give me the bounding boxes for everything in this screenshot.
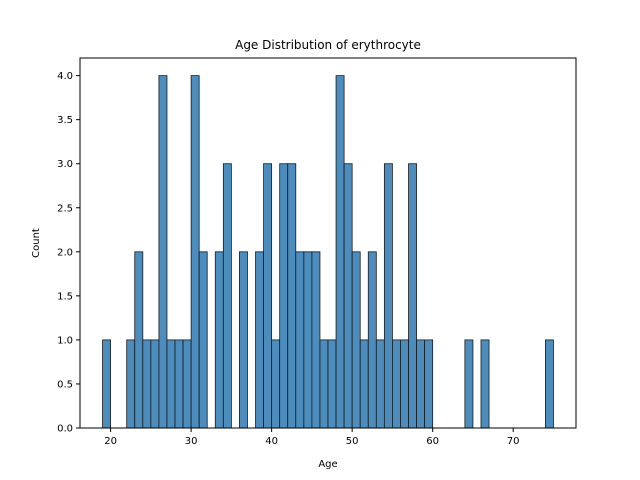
histogram-bar [335,75,345,429]
histogram-bar [239,251,248,429]
histogram-bar [134,251,144,429]
histogram-bar [150,339,160,429]
histogram-bar [190,75,200,429]
x-tick-label: 70 [507,436,520,447]
y-tick-label: 1.0 [57,335,73,346]
histogram-bar [311,251,321,429]
histogram-bar [464,339,474,429]
histogram-bar [319,339,329,429]
histogram-bar [375,339,385,429]
histogram-bar [359,339,369,429]
y-tick-label: 3.0 [57,159,73,170]
y-tick-label: 2.0 [57,247,73,258]
histogram-bar [327,339,337,429]
histogram-bar [392,339,401,429]
histogram-bar [271,339,281,429]
bars-group [102,75,554,429]
histogram-bar [408,163,417,429]
y-axis-label: Count [31,228,42,258]
x-tick-label: 20 [104,436,117,447]
histogram-bar [287,163,297,429]
y-tick-label: 2.5 [57,203,73,214]
axes-frame [79,57,577,429]
histogram-bar [303,251,313,429]
x-axis-label: Age [318,459,337,470]
histogram-bar [126,339,136,429]
histogram-bar [400,339,409,429]
histogram-bar [480,339,490,429]
x-tick-label: 40 [265,436,278,447]
histogram-bar [263,163,273,429]
histogram-bar [367,251,377,429]
chart-title: Age Distribution of erythrocyte [235,38,421,52]
histogram-bar [166,339,176,429]
histogram-bar [182,339,192,429]
x-axis-ticks: 20 30 40 50 60 70 [104,428,520,447]
histogram-bar [102,339,111,429]
histogram-bar [142,339,152,429]
histogram-bar [424,339,434,429]
histogram-bar [351,251,361,429]
y-tick-label: 3.5 [57,115,73,126]
histogram-bar [279,163,289,429]
y-axis-ticks: 0.0 0.5 1.0 1.5 2.0 2.5 3.0 3.5 4.0 [57,71,80,435]
x-tick-label: 30 [185,436,198,447]
y-tick-label: 1.5 [57,291,73,302]
histogram-bar [416,339,426,429]
histogram-bar [343,163,353,429]
y-tick-label: 4.0 [57,71,73,82]
histogram-bar [545,339,554,429]
y-tick-label: 0.0 [57,424,73,435]
histogram-bar [158,75,168,429]
histogram-bar [222,163,232,429]
x-tick-label: 60 [426,436,439,447]
histogram-bar [295,251,305,429]
histogram-bar [214,251,224,429]
histogram-bar [198,251,208,429]
x-tick-label: 50 [346,436,359,447]
y-tick-label: 0.5 [57,379,73,390]
histogram-bar [255,251,264,429]
histogram-bar [383,163,393,429]
histogram-bar [174,339,184,429]
